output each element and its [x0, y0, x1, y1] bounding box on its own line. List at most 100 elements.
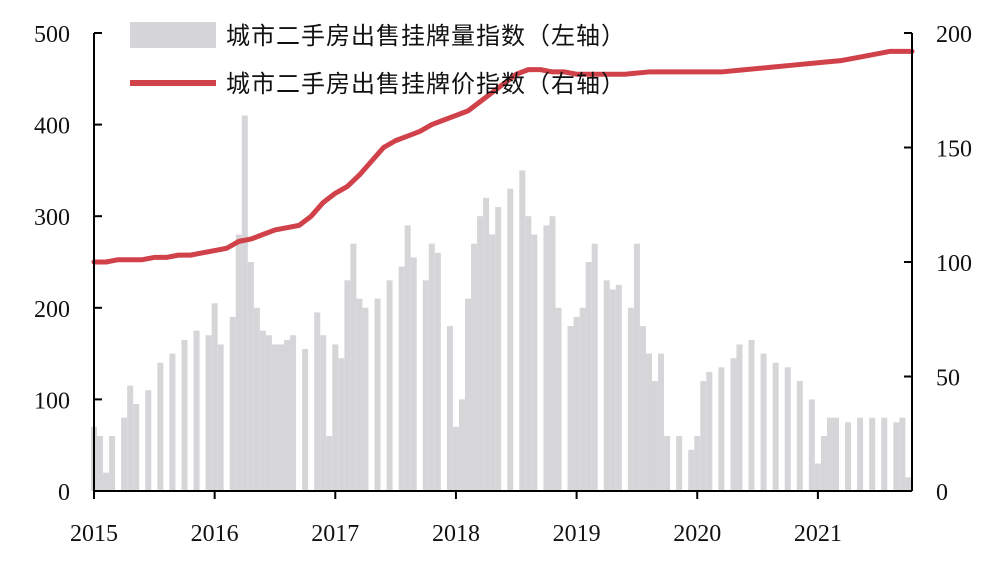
volume-bar — [489, 234, 496, 491]
volume-bar — [507, 188, 514, 491]
left-tick-label: 500 — [34, 22, 70, 48]
volume-bar — [905, 477, 912, 491]
volume-bar — [302, 349, 309, 491]
right-tick-label: 100 — [936, 251, 972, 277]
volume-bar — [278, 344, 285, 491]
x-tick-label: 2019 — [553, 521, 601, 547]
right-tick-label: 0 — [936, 480, 948, 506]
volume-bar — [525, 216, 532, 491]
volume-bar — [374, 298, 381, 491]
left-tick-label: 0 — [58, 480, 70, 506]
volume-bar — [826, 417, 833, 491]
volume-bar — [477, 216, 484, 491]
volume-bar — [326, 436, 333, 491]
volume-bar — [531, 234, 538, 491]
volume-bar — [253, 307, 260, 491]
volume-bar — [97, 436, 104, 491]
right-tick-label: 150 — [936, 137, 972, 163]
volume-bar — [579, 307, 586, 491]
legend: 城市二手房出售挂牌量指数（左轴） 城市二手房出售挂牌价指数（右轴） — [130, 22, 626, 98]
volume-bar — [471, 243, 478, 491]
volume-bar — [869, 417, 876, 491]
volume-bar — [633, 243, 640, 491]
volume-bar — [446, 326, 453, 491]
volume-bar — [398, 266, 405, 491]
volume-bar — [247, 262, 254, 491]
volume-bar — [664, 436, 671, 491]
volume-bar — [338, 358, 345, 491]
price-index-line — [91, 48, 915, 265]
left-axis-ticks: 0 100 200 300 400 500 — [34, 22, 102, 506]
volume-bar — [356, 298, 363, 491]
volume-bar — [422, 280, 429, 491]
volume-bar — [645, 353, 652, 491]
volume-bar — [483, 197, 490, 491]
left-tick-label: 200 — [34, 297, 70, 323]
volume-bar — [290, 335, 297, 491]
volume-bar — [543, 225, 550, 492]
volume-bar — [567, 326, 574, 491]
volume-bar — [652, 381, 659, 491]
volume-bar — [271, 344, 278, 491]
volume-bar — [748, 339, 755, 491]
volume-bar — [591, 243, 598, 491]
volume-bar — [772, 362, 779, 491]
volume-bar — [362, 307, 369, 491]
volume-bar — [157, 362, 164, 491]
volume-bar — [845, 422, 852, 491]
volume-bar — [404, 225, 411, 492]
volume-bar — [211, 303, 218, 491]
x-tick-label: 2021 — [794, 521, 842, 547]
volume-bar — [718, 367, 725, 491]
volume-bar — [585, 262, 592, 491]
x-tick-label: 2016 — [191, 521, 239, 547]
volume-bar — [241, 115, 248, 491]
volume-bar — [284, 339, 291, 491]
volume-bar — [145, 390, 152, 491]
volume-bar — [344, 280, 351, 491]
volume-bar — [627, 307, 634, 491]
volume-bars — [91, 115, 912, 492]
volume-bar — [386, 280, 393, 491]
x-tick-label: 2018 — [432, 521, 480, 547]
volume-bar — [314, 312, 321, 491]
volume-bar — [428, 243, 435, 491]
volume-bar — [217, 344, 224, 491]
volume-bar — [639, 326, 646, 491]
volume-bar — [658, 353, 665, 491]
volume-bar — [434, 252, 441, 491]
volume-bar — [760, 353, 767, 491]
volume-bar — [609, 289, 616, 491]
volume-bar — [205, 335, 212, 491]
volume-bar — [265, 335, 272, 491]
volume-bar — [458, 399, 465, 491]
volume-bar — [121, 417, 128, 491]
volume-bar — [410, 257, 417, 491]
right-axis-ticks: 0 50 100 150 200 — [904, 22, 972, 506]
left-tick-label: 300 — [34, 205, 70, 231]
left-tick-label: 100 — [34, 388, 70, 414]
volume-bar — [694, 436, 701, 491]
volume-bar — [555, 307, 562, 491]
volume-bar — [893, 422, 900, 491]
volume-bar — [495, 207, 502, 492]
volume-bar — [784, 367, 791, 491]
volume-bar — [519, 170, 526, 491]
volume-bar — [235, 234, 242, 491]
volume-bar — [615, 284, 622, 491]
legend-label-price: 城市二手房出售挂牌价指数（右轴） — [226, 70, 626, 98]
volume-bar — [832, 417, 839, 491]
volume-bar — [103, 472, 110, 491]
x-tick-label: 2020 — [673, 521, 721, 547]
volume-bar — [881, 417, 888, 491]
volume-bar — [465, 298, 472, 491]
right-tick-label: 200 — [936, 22, 972, 48]
volume-bar — [814, 463, 821, 491]
volume-bar — [181, 339, 188, 491]
volume-bar — [133, 403, 140, 491]
volume-bar — [229, 316, 236, 491]
right-tick-label: 50 — [936, 366, 960, 392]
volume-bar — [193, 330, 200, 491]
legend-label-volume: 城市二手房出售挂牌量指数（左轴） — [226, 22, 626, 50]
volume-bar — [899, 417, 906, 491]
